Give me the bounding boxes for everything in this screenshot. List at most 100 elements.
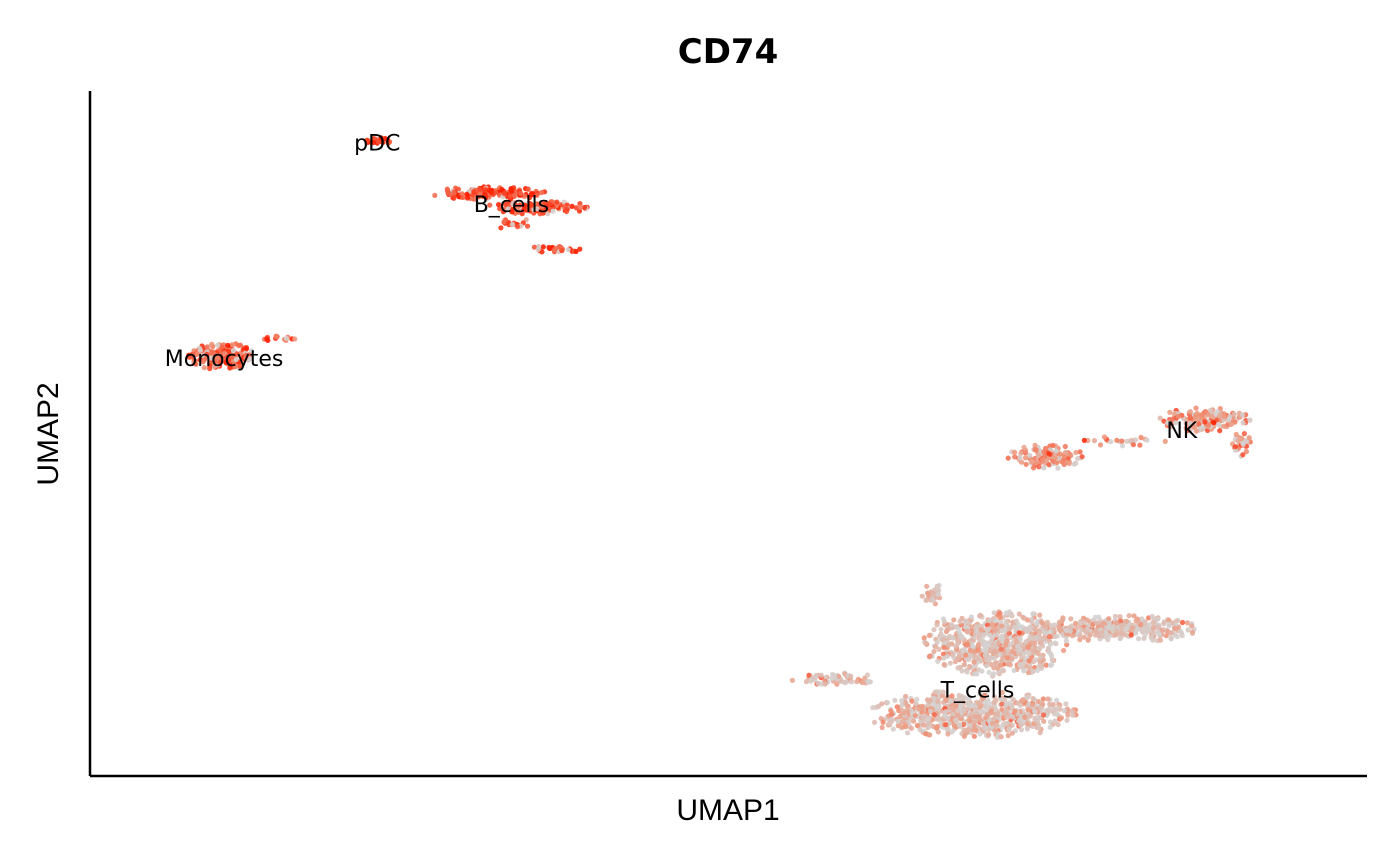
- cell-point: [904, 703, 910, 709]
- cell-point: [815, 680, 822, 687]
- cell-point: [822, 681, 828, 687]
- cell-point: [1025, 644, 1031, 650]
- cell-point: [1240, 420, 1246, 426]
- cell-point: [518, 190, 524, 197]
- cell-point: [1019, 624, 1025, 630]
- cell-point: [1034, 718, 1041, 724]
- cell-point: [808, 678, 814, 684]
- cell-point: [1008, 612, 1014, 619]
- cell-point: [972, 714, 978, 720]
- cell-point: [384, 137, 391, 143]
- cell-point: [975, 647, 981, 653]
- cell-point: [895, 718, 901, 724]
- cell-point: [487, 202, 493, 208]
- cell-point: [945, 627, 951, 633]
- cell-point: [573, 205, 580, 211]
- cell-point: [1032, 709, 1038, 715]
- cell-point: [901, 710, 907, 716]
- cell-point: [984, 663, 990, 669]
- cell-point: [995, 665, 1001, 671]
- cell-point: [961, 728, 967, 734]
- cell-point: [976, 713, 982, 720]
- cell-point: [967, 663, 973, 670]
- cell-point: [892, 697, 898, 703]
- cell-point: [197, 347, 203, 353]
- cell-point: [546, 201, 553, 207]
- cell-point: [976, 641, 982, 648]
- cell-point: [1055, 465, 1061, 471]
- cell-point: [1046, 451, 1052, 457]
- cell-point: [1030, 636, 1037, 642]
- cell-point: [1018, 642, 1024, 648]
- cell-point: [1233, 431, 1239, 438]
- cell-point: [204, 351, 210, 357]
- cell-point: [1057, 451, 1063, 457]
- cluster-label-b-cells: B_cells: [474, 193, 549, 218]
- cell-point: [1008, 694, 1014, 700]
- cell-point: [1126, 613, 1132, 619]
- cell-point: [959, 668, 965, 674]
- cell-point: [1050, 442, 1056, 448]
- cell-point: [812, 677, 818, 683]
- cell-point: [1020, 614, 1026, 620]
- cell-point: [943, 696, 949, 702]
- y-axis-title: UMAP2: [32, 382, 65, 485]
- cell-point: [1045, 707, 1051, 713]
- cell-point: [955, 665, 961, 671]
- cell-point: [1063, 627, 1070, 634]
- cell-point: [1036, 452, 1042, 458]
- cell-point: [1001, 721, 1007, 727]
- cell-point: [1023, 461, 1029, 467]
- cell-point: [995, 711, 1001, 717]
- cell-point: [378, 135, 384, 141]
- cell-point: [564, 206, 570, 212]
- cell-point: [952, 717, 959, 723]
- cell-point: [1017, 647, 1023, 653]
- cell-point: [1091, 438, 1098, 444]
- cell-point: [1241, 431, 1247, 437]
- cell-point: [1077, 633, 1083, 639]
- cell-point: [931, 648, 937, 655]
- cell-point: [998, 696, 1004, 702]
- cell-point: [1032, 627, 1038, 633]
- cell-point: [1065, 712, 1071, 718]
- cell-point: [522, 202, 528, 208]
- cell-point: [1026, 651, 1032, 657]
- cell-point: [483, 193, 489, 200]
- cell-point: [1168, 635, 1174, 641]
- cell-point: [962, 706, 968, 712]
- cell-point: [956, 627, 962, 633]
- cell-point: [464, 195, 471, 201]
- cell-point: [1131, 613, 1137, 619]
- cell-point: [849, 679, 855, 685]
- cell-point: [1061, 461, 1067, 468]
- cell-point: [1063, 638, 1069, 644]
- cell-point: [961, 661, 968, 668]
- cell-point: [503, 202, 509, 208]
- cell-point: [1185, 627, 1191, 633]
- cell-point: [875, 703, 882, 710]
- cell-point: [1221, 414, 1227, 420]
- cell-point: [1021, 444, 1027, 450]
- cell-point: [1203, 408, 1209, 415]
- cell-point: [243, 346, 250, 352]
- cell-point: [1178, 630, 1184, 636]
- cell-point: [510, 201, 516, 207]
- cell-point: [971, 671, 978, 677]
- cell-point: [884, 700, 891, 706]
- cell-point: [1006, 630, 1013, 636]
- cell-point: [931, 712, 937, 718]
- cell-point: [1099, 629, 1105, 636]
- cell-point: [973, 628, 980, 634]
- cell-point: [1118, 618, 1124, 625]
- cell-point: [1063, 701, 1069, 707]
- cell-point: [213, 356, 219, 362]
- cell-point: [951, 617, 957, 623]
- cell-point: [1037, 658, 1043, 664]
- cell-point: [973, 623, 979, 630]
- cell-point: [451, 190, 457, 196]
- cell-point: [841, 679, 847, 685]
- cell-point: [1228, 421, 1234, 427]
- cell-point: [1021, 668, 1027, 674]
- cell-point: [954, 708, 961, 714]
